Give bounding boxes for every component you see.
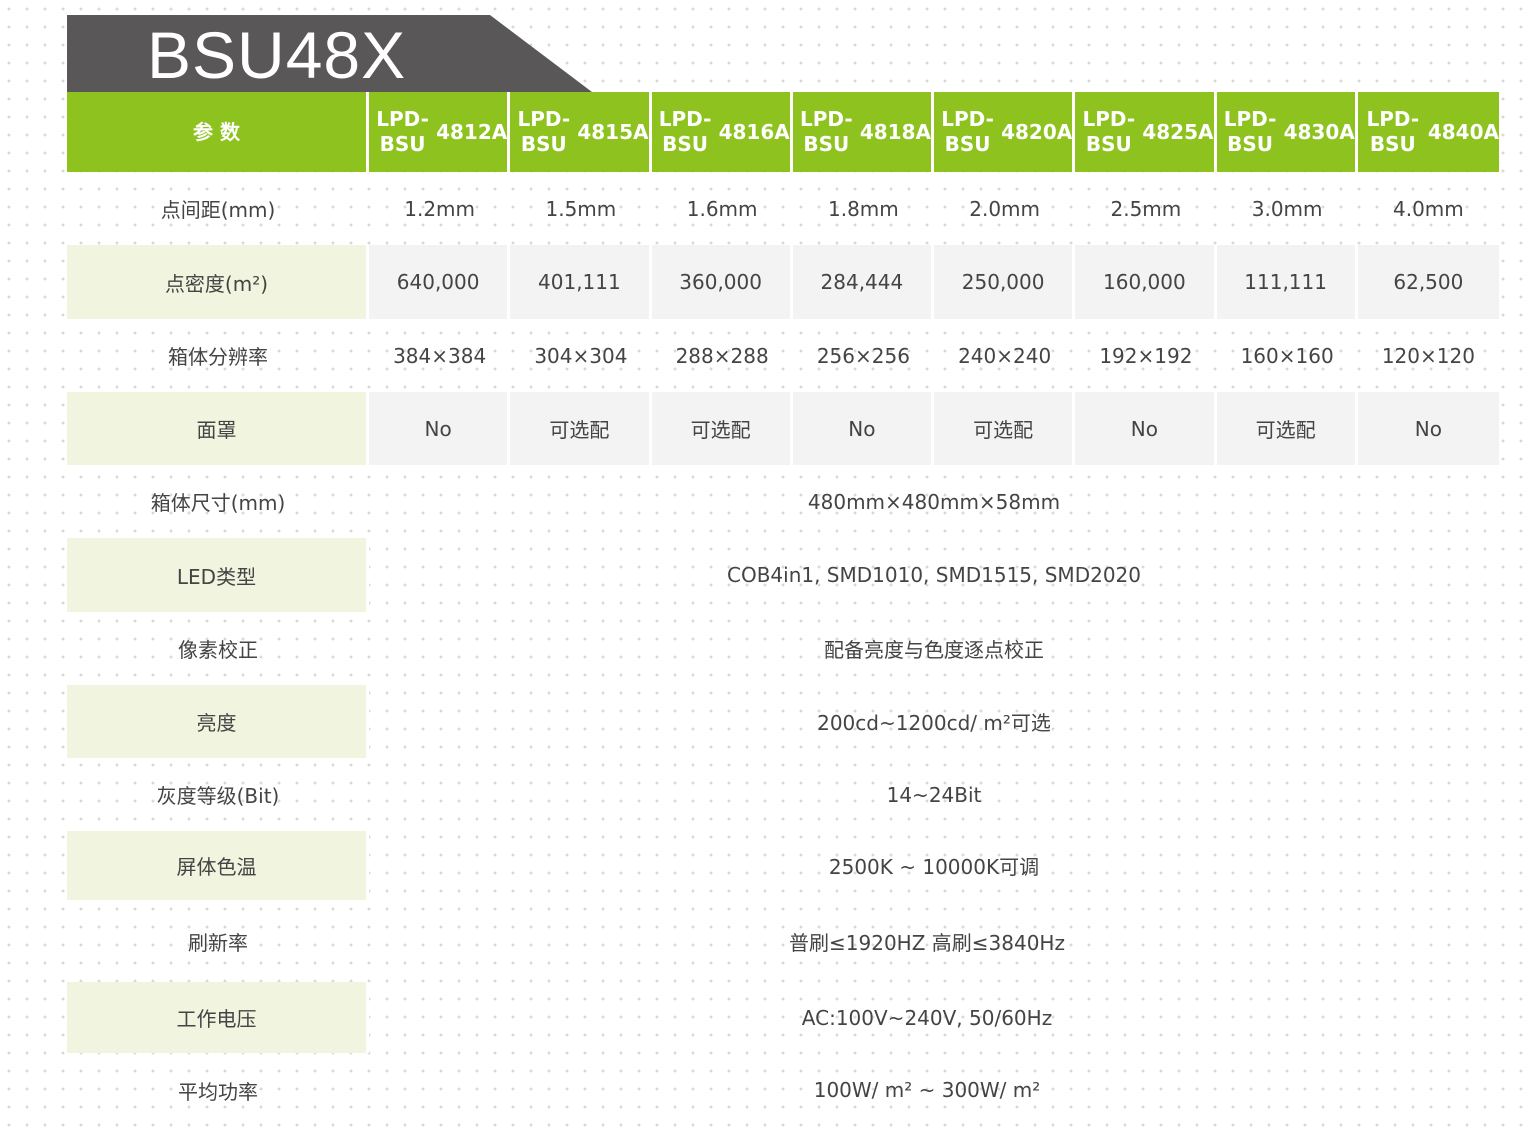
model-name: LPD-BSU: [799, 107, 853, 156]
header-model: LPD-BSU 4815A: [510, 92, 652, 172]
row-value: 1.5mm: [545, 196, 617, 221]
row-label: 亮度: [67, 685, 369, 758]
table-row: 面罩 No 可选配 可选配 No 可选配 No 可选配 No: [67, 392, 1499, 465]
row-label: 箱体尺寸(mm): [150, 491, 286, 515]
row-value: No: [792, 392, 934, 465]
row-label: 刷新率: [188, 930, 248, 955]
table-header: 参 数 LPD-BSU 4812A LPD-BSU 4815A LPD-BSU 4816A…: [67, 92, 1499, 172]
row-value: 480mm×480mm×58mm: [807, 489, 1061, 514]
row-label: 屏体色温: [67, 831, 369, 900]
row-value: 160,000: [1075, 245, 1217, 319]
row-value: 111,111: [1216, 245, 1358, 319]
model-code: 4840A: [1427, 119, 1499, 144]
row-value: 1.6mm: [686, 196, 758, 221]
row-value: 256×256: [816, 343, 910, 368]
row-value: 62,500: [1357, 245, 1499, 319]
table-row: 像素校正 配备亮度与色度逐点校正: [67, 612, 1499, 685]
row-label: 平均功率: [178, 1079, 258, 1104]
row-value: 配备亮度与色度逐点校正: [824, 638, 1044, 662]
row-value: 360,000: [651, 245, 793, 319]
model-code: 4815A: [577, 119, 649, 144]
model-name: LPD-BSU: [376, 107, 429, 156]
model-code: 4812A: [436, 119, 508, 144]
row-value: 普刷≤1920HZ 高刷≤3840Hz: [789, 930, 1065, 955]
table-row: LED类型 COB4in1, SMD1010, SMD1515, SMD2020: [67, 538, 1499, 612]
row-value: 可选配: [1216, 392, 1358, 465]
row-label: 点间距(mm): [160, 198, 276, 222]
row-value: 288×288: [675, 343, 769, 368]
table-row: 平均功率 100W/ m² ~ 300W/ m²: [67, 1053, 1485, 1127]
row-value: 640,000: [369, 245, 511, 319]
table-row: 箱体尺寸(mm) 480mm×480mm×58mm: [67, 465, 1499, 538]
row-value: 3.0mm: [1251, 196, 1323, 221]
header-model: LPD-BSU 4818A: [792, 92, 934, 172]
title-banner: BSU48X: [67, 15, 592, 92]
row-value: 384×384: [393, 343, 487, 368]
table-row: 工作电压 AC:100V~240V, 50/60Hz: [67, 982, 1485, 1053]
row-label: 工作电压: [67, 982, 369, 1053]
row-value: 192×192: [1099, 343, 1193, 368]
table-row: 屏体色温 2500K ~ 10000K可调: [67, 831, 1499, 900]
row-value: AC:100V~240V, 50/60Hz: [801, 1005, 1053, 1030]
row-value: 2500K ~ 10000K可调: [828, 855, 1040, 879]
row-label: LED类型: [67, 538, 369, 612]
row-value: 4.0mm: [1392, 196, 1464, 221]
header-model: LPD-BSU 4825A: [1075, 92, 1217, 172]
model-name: LPD-BSU: [941, 107, 994, 156]
row-label: 像素校正: [178, 638, 258, 662]
header-model: LPD-BSU 4840A: [1357, 92, 1499, 172]
row-value: No: [1357, 392, 1499, 465]
row-value: 2.0mm: [969, 196, 1041, 221]
row-value: 可选配: [934, 392, 1076, 465]
row-label: 面罩: [67, 392, 369, 465]
header-param: 参 数: [67, 92, 369, 172]
table-row: 点密度(m²) 640,000 401,111 360,000 284,444 250,0…: [67, 245, 1499, 319]
row-value: 14~24Bit: [886, 782, 982, 807]
row-value: 250,000: [934, 245, 1076, 319]
table-row: 灰度等级(Bit) 14~24Bit: [67, 758, 1499, 831]
model-code: 4830A: [1283, 119, 1355, 144]
table-row: 点间距(mm) 1.2mm 1.5mm 1.6mm 1.8mm 2.0mm 2.5mm 3.0…: [67, 172, 1499, 245]
row-value: COB4in1, SMD1010, SMD1515, SMD2020: [726, 563, 1141, 587]
row-label: 点密度(m²): [67, 245, 369, 319]
model-code: 4816A: [718, 119, 790, 144]
row-value: 可选配: [510, 392, 652, 465]
row-value: 可选配: [651, 392, 793, 465]
row-value: 1.2mm: [404, 196, 476, 221]
row-value: 284,444: [792, 245, 934, 319]
header-model: LPD-BSU 4820A: [934, 92, 1076, 172]
header-model: LPD-BSU 4812A: [369, 92, 511, 172]
table-row: 刷新率 普刷≤1920HZ 高刷≤3840Hz: [67, 900, 1485, 982]
model-code: 4818A: [859, 119, 931, 144]
page-title: BSU48X: [147, 18, 407, 92]
row-value: 240×240: [958, 343, 1052, 368]
row-value: 100W/ m² ~ 300W/ m²: [813, 1078, 1041, 1102]
row-value: 1.8mm: [827, 196, 899, 221]
row-value: 304×304: [534, 343, 628, 368]
model-name: LPD-BSU: [1082, 107, 1136, 156]
row-value: 200cd~1200cd/ m²可选: [817, 711, 1051, 735]
model-name: LPD-BSU: [658, 107, 712, 156]
row-label: 箱体分辨率: [168, 345, 268, 369]
row-value: 160×160: [1240, 343, 1334, 368]
header-model: LPD-BSU 4830A: [1216, 92, 1358, 172]
header-model: LPD-BSU 4816A: [651, 92, 793, 172]
row-value: 120×120: [1381, 343, 1475, 368]
table-row: 亮度 200cd~1200cd/ m²可选: [67, 685, 1499, 758]
model-code: 4820A: [1001, 119, 1073, 144]
row-value: No: [369, 392, 511, 465]
row-value: 401,111: [510, 245, 652, 319]
model-code: 4825A: [1142, 119, 1214, 144]
row-value: No: [1075, 392, 1217, 465]
row-label: 灰度等级(Bit): [156, 784, 280, 808]
model-name: LPD-BSU: [1366, 107, 1420, 156]
model-name: LPD-BSU: [517, 107, 571, 156]
model-name: LPD-BSU: [1223, 107, 1277, 156]
row-value: 2.5mm: [1110, 196, 1182, 221]
table-row: 箱体分辨率 384×384 304×304 288×288 256×256 240×240…: [67, 319, 1499, 392]
